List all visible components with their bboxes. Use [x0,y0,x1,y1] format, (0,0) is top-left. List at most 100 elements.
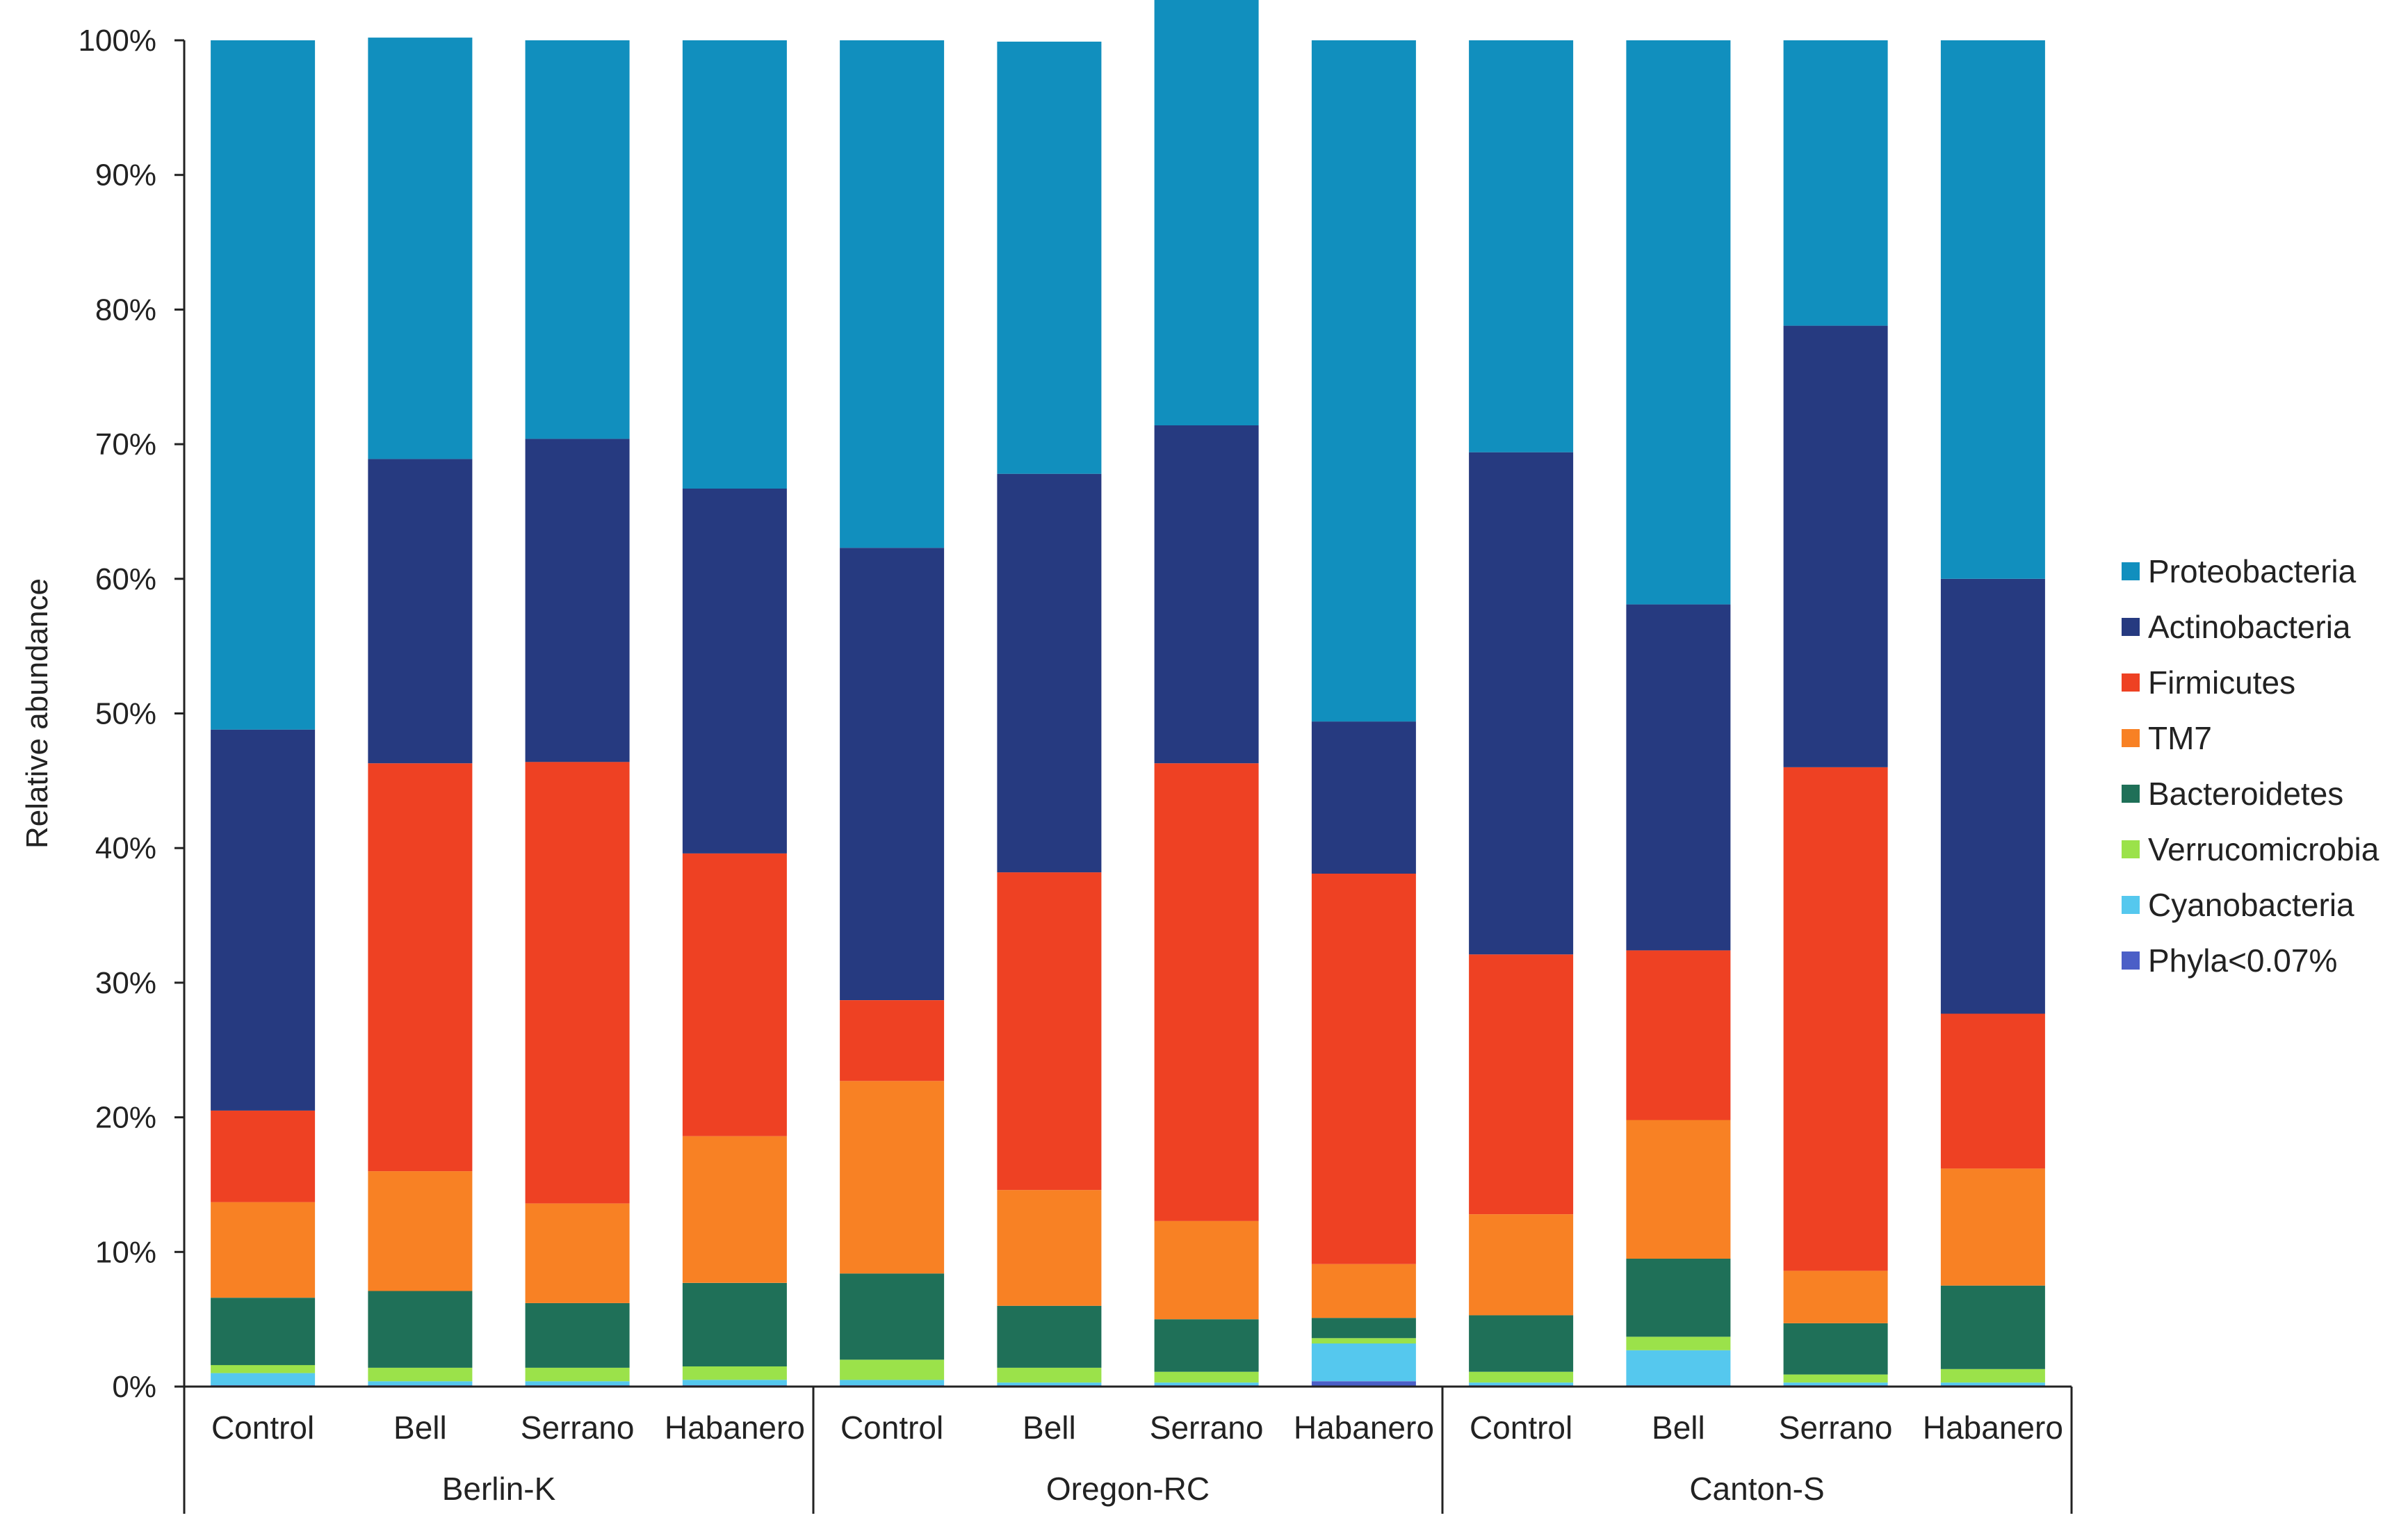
bar-segment-bacteroidetes-berlin-k-bell [368,1291,473,1368]
x-tick-label: Habanero [1923,1410,2063,1446]
bar-segment-tm7-berlin-k-serrano [525,1203,630,1303]
bar-segment-actinobacteria-berlin-k-serrano [525,439,630,762]
legend: Proteobacteria Actinobacteria Firmicutes TM… [2122,553,2379,979]
bar-segment-firmicutes-oregon-rc-control [840,1000,945,1081]
bar-segment-proteobacteria-oregon-rc-serrano [1154,0,1259,425]
legend-label: Actinobacteria [2148,609,2351,645]
axes: Control Bell Serrano Habanero Control Bell Ser… [20,24,2073,1514]
bar-segment-bacteroidetes-berlin-k-control [211,1298,316,1366]
legend-label: Verrucomicrobia [2148,831,2379,867]
legend-swatch [2122,951,2140,970]
bar-segment-actinobacteria-berlin-k-habanero [682,489,787,853]
bar-segment-cyanobacteria-berlin-k-bell [368,1381,473,1386]
x-tick-label: Bell [1023,1410,1076,1446]
y-tick-label: 0% [112,1370,156,1404]
legend-label: Proteobacteria [2148,553,2357,589]
bar-segment-verrucomicrobia-canton-s-control [1469,1371,1574,1383]
bar-segment-tm7-canton-s-control [1469,1214,1574,1316]
bar-segment-firmicutes-oregon-rc-bell [997,872,1102,1191]
bar-segment-proteobacteria-berlin-k-bell [368,38,473,459]
bar-segment-actinobacteria-oregon-rc-serrano [1154,425,1259,764]
bar-segment-proteobacteria-oregon-rc-bell [997,41,1102,474]
bar-segment-actinobacteria-oregon-rc-control [840,548,945,1000]
bar-segment-proteobacteria-oregon-rc-habanero [1311,40,1416,722]
bar-segment-bacteroidetes-oregon-rc-habanero [1311,1318,1416,1339]
bar-segment-tm7-oregon-rc-control [840,1081,945,1274]
bar-segment-cyanobacteria-berlin-k-control [211,1373,316,1385]
bar-segment-proteobacteria-canton-s-control [1469,40,1574,452]
x-tick-label: Serrano [521,1410,635,1446]
y-tick-label: 50% [95,697,156,731]
bar-segment-actinobacteria-oregon-rc-habanero [1311,721,1416,874]
y-tick-label: 10% [95,1235,156,1269]
x-tick-label: Serrano [1150,1410,1264,1446]
bar-segment-verrucomicrobia-canton-s-bell [1626,1337,1731,1350]
bar-segment-firmicutes-berlin-k-habanero [682,853,787,1136]
bar-segment-proteobacteria-canton-s-bell [1626,40,1731,605]
bar-segment-cyanobacteria-oregon-rc-bell [997,1382,1102,1386]
bar-segment-verrucomicrobia-berlin-k-bell [368,1367,473,1382]
bar-segment-cyanobacteria-oregon-rc-habanero [1311,1343,1416,1382]
plot-area [211,0,2045,1387]
bar-segment-actinobacteria-berlin-k-control [211,729,316,1111]
y-tick-label: 60% [95,562,156,596]
legend-label: Cyanobacteria [2148,887,2354,923]
bar-segment-verrucomicrobia-oregon-rc-serrano [1154,1371,1259,1383]
bar-segment-proteobacteria-canton-s-habanero [1940,40,2045,579]
y-tick-label: 70% [95,427,156,461]
bar-segment-verrucomicrobia-berlin-k-habanero [682,1366,787,1380]
bar-segment-verrucomicrobia-berlin-k-serrano [525,1367,630,1382]
bar-segment-firmicutes-canton-s-bell [1626,950,1731,1120]
bar-segment-firmicutes-berlin-k-control [211,1110,316,1202]
bar-segment-phyla-0-07--oregon-rc-habanero [1311,1381,1416,1387]
bar-segment-firmicutes-berlin-k-serrano [525,762,630,1204]
bar-segment-bacteroidetes-canton-s-serrano [1783,1323,1888,1375]
legend-swatch [2122,785,2140,803]
bar-segment-cyanobacteria-canton-s-serrano [1783,1382,1888,1386]
legend-label: Phyla<0.07% [2148,942,2337,979]
legend-swatch [2122,618,2140,636]
bar-segment-bacteroidetes-canton-s-habanero [1940,1285,2045,1369]
y-tick-label: 90% [95,158,156,193]
bar-segment-proteobacteria-oregon-rc-control [840,40,945,548]
y-tick-label: 80% [95,293,156,327]
y-tick-label: 30% [95,966,156,1000]
bar-segment-cyanobacteria-canton-s-control [1469,1382,1574,1386]
x-tick-label: Bell [1652,1410,1705,1446]
bar-segment-tm7-berlin-k-control [211,1202,316,1298]
bar-segment-actinobacteria-oregon-rc-bell [997,473,1102,873]
bar-segment-bacteroidetes-oregon-rc-serrano [1154,1319,1259,1372]
x-tick-label: Control [211,1410,314,1446]
legend-label: Bacteroidetes [2148,776,2343,812]
bar-segment-tm7-berlin-k-habanero [682,1136,787,1283]
bar-segment-verrucomicrobia-berlin-k-control [211,1365,316,1373]
group-label: Berlin-K [442,1471,556,1507]
bar-segment-actinobacteria-canton-s-bell [1626,604,1731,951]
bar-segment-cyanobacteria-canton-s-bell [1626,1350,1731,1386]
bar-segment-bacteroidetes-berlin-k-serrano [525,1302,630,1368]
legend-label: Firmicutes [2148,664,2295,701]
bar-segment-tm7-canton-s-bell [1626,1120,1731,1259]
bar-segment-tm7-canton-s-serrano [1783,1271,1888,1323]
bar-segment-firmicutes-oregon-rc-serrano [1154,763,1259,1221]
legend-swatch [2122,729,2140,747]
y-tick-label: 40% [95,831,156,865]
bar-segment-actinobacteria-canton-s-serrano [1783,325,1888,767]
x-tick-label: Control [1470,1410,1572,1446]
bar-segment-verrucomicrobia-oregon-rc-habanero [1311,1338,1416,1343]
legend-swatch [2122,840,2140,858]
bar-segment-bacteroidetes-canton-s-control [1469,1315,1574,1372]
bar-segment-verrucomicrobia-oregon-rc-control [840,1359,945,1380]
bar-segment-proteobacteria-canton-s-serrano [1783,40,1888,326]
bar-segment-firmicutes-canton-s-habanero [1940,1013,2045,1169]
bar-segment-proteobacteria-berlin-k-habanero [682,40,787,489]
x-tick-label: Control [840,1410,943,1446]
bar-segment-tm7-oregon-rc-serrano [1154,1220,1259,1320]
y-tick-label: 100% [78,24,156,58]
bar-segment-firmicutes-canton-s-serrano [1783,767,1888,1271]
bar-segment-verrucomicrobia-oregon-rc-bell [997,1367,1102,1383]
bar-segment-proteobacteria-berlin-k-control [211,40,316,730]
group-label: Oregon-RC [1046,1471,1210,1507]
bar-segment-cyanobacteria-canton-s-habanero [1940,1382,2045,1386]
bar-segment-verrucomicrobia-canton-s-serrano [1783,1374,1888,1383]
